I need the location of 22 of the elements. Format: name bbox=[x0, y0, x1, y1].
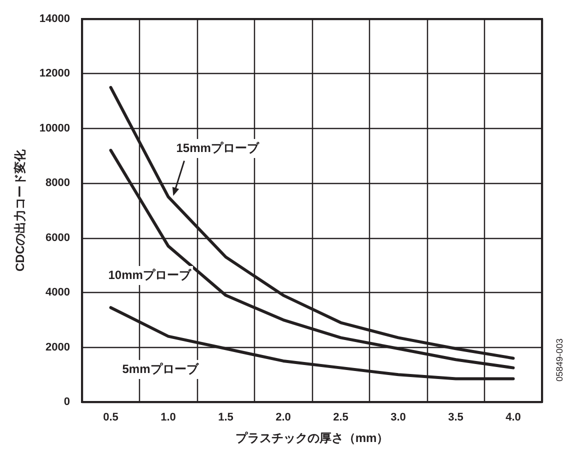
x-tick-label: 4.0 bbox=[506, 412, 521, 424]
x-tick-label: 2.5 bbox=[333, 412, 348, 424]
y-tick-label: 8000 bbox=[46, 177, 70, 190]
y-tick-label: 0 bbox=[64, 396, 70, 408]
x-tick-label: 3.5 bbox=[448, 412, 464, 424]
series-label: 10mmプローブ bbox=[106, 266, 193, 286]
y-tick-label: 2000 bbox=[46, 341, 70, 354]
text: 15mmプローブ bbox=[174, 138, 261, 158]
y-tick-label: 12000 bbox=[39, 68, 70, 80]
text: 05849-003 bbox=[554, 338, 565, 382]
y-tick-label: 10000 bbox=[39, 122, 70, 134]
series-label: 5mmプローブ bbox=[120, 360, 200, 380]
x-tick-label: 1.5 bbox=[218, 412, 234, 424]
x-tick-label: 1.0 bbox=[160, 412, 176, 424]
y-axis-title: CDCの出力コード変化 bbox=[13, 148, 27, 272]
y-tick-label: 6000 bbox=[46, 232, 70, 244]
y-tick-label: 14000 bbox=[39, 13, 70, 25]
x-tick-label: 3.0 bbox=[390, 412, 406, 424]
x-tick-label: 2.0 bbox=[276, 412, 291, 424]
x-axis-title: プラスチックの厚さ（mm） bbox=[235, 431, 389, 445]
x-tick-label: 0.5 bbox=[103, 412, 118, 424]
y-tick-label: 4000 bbox=[46, 286, 70, 299]
